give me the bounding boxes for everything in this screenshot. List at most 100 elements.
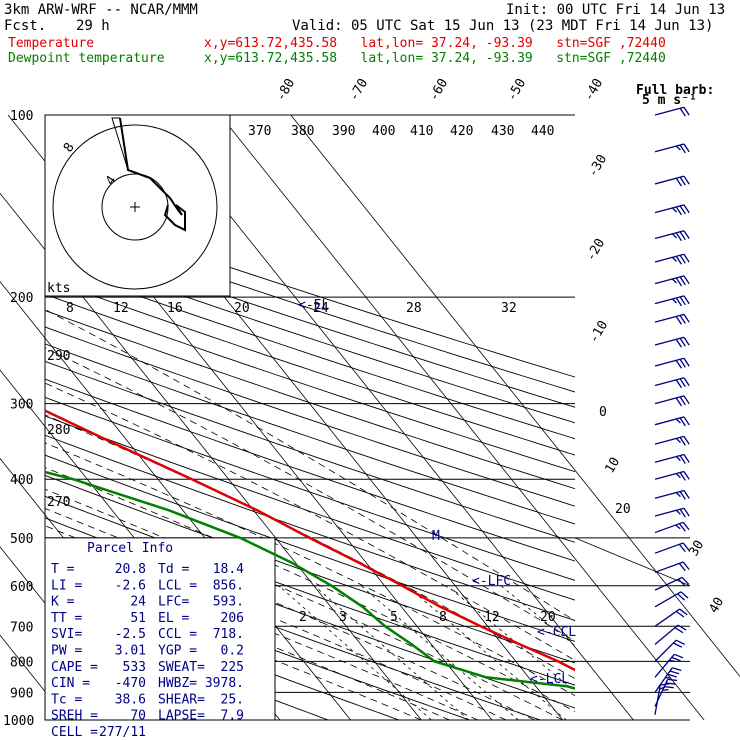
isotherm-line xyxy=(574,537,691,587)
parcel-value: 70 xyxy=(130,709,146,724)
hodograph-speed-label: 20 xyxy=(234,301,250,316)
wind-barb-flag xyxy=(683,106,690,116)
moist-adiabat xyxy=(45,488,563,720)
hodograph-units: kts xyxy=(47,281,70,296)
pressure-label: 700 xyxy=(10,620,33,635)
parcel-key: EL = xyxy=(158,611,189,626)
parcel-value: -2.6 xyxy=(115,578,146,593)
moist-adiabat xyxy=(45,555,450,720)
isotherm-line xyxy=(219,114,705,721)
wind-barb-flag xyxy=(679,491,686,500)
wind-barb-flag xyxy=(683,253,690,263)
wind-barb xyxy=(654,377,690,389)
wind-barb xyxy=(654,204,690,216)
valid-time: Valid: 05 UTC Sat 15 Jun 13 (23 MDT Fri … xyxy=(292,18,714,34)
pressure-label: 200 xyxy=(10,291,33,306)
wind-barb xyxy=(654,336,690,348)
wind-barb-flag xyxy=(677,624,687,631)
wind-barb-shaft xyxy=(654,653,675,678)
wind-barb-flag xyxy=(680,591,689,599)
isotherm-label: -50 xyxy=(504,76,529,104)
wind-barb-flag xyxy=(659,686,666,690)
wind-barb-flag xyxy=(675,492,681,498)
wind-barb-flag xyxy=(678,578,686,587)
wind-barb-flag xyxy=(675,509,681,515)
mixing-ratio-lines xyxy=(278,585,575,720)
isotherm-label: -20 xyxy=(583,236,608,264)
wind-barb-flag xyxy=(675,338,683,348)
wind-barb-shaft xyxy=(654,608,680,627)
isotherm-label: 40 xyxy=(706,595,727,616)
wind-barb-flag xyxy=(675,360,683,369)
forecast-hour: 29 h xyxy=(76,18,110,34)
wind-barb xyxy=(654,106,690,117)
parcel-key: SVI= xyxy=(51,627,82,642)
wind-barb-flag xyxy=(683,275,690,285)
wind-barb-flag xyxy=(683,336,690,346)
pressure-label: 600 xyxy=(10,580,33,595)
parcel-key: SREH = xyxy=(51,709,98,724)
wind-barb-shaft xyxy=(654,395,685,405)
wind-barb-flag xyxy=(669,670,680,675)
wind-barb-flag xyxy=(675,418,681,424)
mixing-ratio-label: 8 xyxy=(439,610,447,625)
dry-adiabat xyxy=(45,309,575,490)
wind-barb-shaft xyxy=(654,507,685,517)
theta-label: 420 xyxy=(450,124,473,139)
parcel-key: Tc = xyxy=(51,692,82,707)
sounding-series xyxy=(45,409,575,690)
wind-barb-shaft xyxy=(654,204,685,214)
moist-adiabat xyxy=(45,347,575,642)
wind-barb-flag xyxy=(679,337,686,347)
wind-barb-shaft xyxy=(654,377,685,387)
isotherm-line xyxy=(0,192,422,721)
pressure-label: 400 xyxy=(10,473,33,488)
parcel-value: 51 xyxy=(130,611,146,626)
parcel-key: CIN = xyxy=(51,676,90,691)
wind-barb xyxy=(654,253,690,265)
wind-barb-shaft xyxy=(654,542,684,554)
wind-barb-units: 5 m s⁻¹ xyxy=(642,93,697,108)
init-time: Init: 00 UTC Fri 14 Jun 13 xyxy=(506,2,726,18)
parcel-value: 593. xyxy=(213,595,244,610)
wind-barb-flag xyxy=(678,523,686,532)
wind-barb-shaft xyxy=(654,667,673,693)
forecast-label: Fcst. xyxy=(4,18,47,34)
wind-barb xyxy=(654,313,690,325)
wind-barb-flag xyxy=(682,542,690,551)
wind-barb xyxy=(654,357,690,369)
temperature-line xyxy=(45,409,575,672)
wind-barb xyxy=(654,591,689,608)
wind-barb-flag xyxy=(675,206,683,216)
mixing-ratio-label: 12 xyxy=(484,610,500,625)
wind-barb-shaft xyxy=(654,639,677,662)
parcel-info-panel: Parcel Info T = 20.8 Td = 18.4 LI = -2.6 LCL = 8… xyxy=(44,537,276,740)
isotherm-label: 20 xyxy=(615,502,631,517)
isotherm-label: -10 xyxy=(586,318,611,346)
wind-barb-shaft xyxy=(654,275,685,285)
dry-adiabat xyxy=(45,262,575,440)
wind-barb-flag xyxy=(679,608,688,616)
parcel-value: 7.9 xyxy=(221,709,244,724)
wind-barb-flag xyxy=(664,685,674,689)
wind-barb xyxy=(654,683,670,715)
dry-adiabat xyxy=(45,434,575,621)
parcel-key: Td = xyxy=(158,562,189,577)
wind-barb-flag xyxy=(667,678,678,682)
wind-barb-flag xyxy=(683,507,690,517)
wind-barb-shaft xyxy=(654,470,685,480)
wind-barb-shaft xyxy=(654,106,685,116)
parcel-key: T = xyxy=(51,562,75,577)
wind-barb-shaft xyxy=(654,624,679,645)
wind-barb-flag xyxy=(674,627,684,634)
wind-barb-flag xyxy=(683,175,690,185)
isotherm-label: -60 xyxy=(426,76,451,104)
legend-dewpoint: Dewpoint temperature xyxy=(8,51,165,66)
mixing-ratio-label: 5 xyxy=(390,610,398,625)
wind-barb-flag xyxy=(683,416,690,426)
parcel-box xyxy=(44,537,276,721)
wind-barb-flag xyxy=(679,231,686,241)
wind-barb-flag xyxy=(683,295,690,305)
theta-label: 440 xyxy=(531,124,554,139)
